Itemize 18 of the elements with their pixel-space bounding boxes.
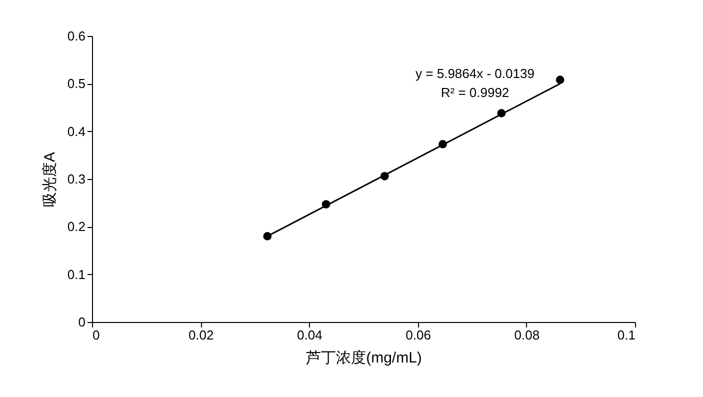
x-tick-label: 0.06 (406, 328, 431, 342)
y-tick-label: 0.5 (67, 76, 86, 92)
y-tick-label: 0.2 (67, 219, 86, 234)
y-tick-label: 0.6 (67, 28, 86, 44)
x-tick-label: 0.1 (617, 328, 636, 342)
y-tick-label: 0 (78, 314, 86, 330)
y-tick-label: 0.4 (67, 124, 86, 139)
annotation: y = 5.9864x - 0.0139 (416, 66, 534, 81)
x-tick-label: 0 (92, 328, 100, 342)
y-tick-label: 0.3 (67, 172, 86, 186)
x-tick-label: 0.08 (514, 328, 540, 342)
x-axis-title: 芦丁浓度(mg/mL) (306, 350, 422, 366)
annotation: R² = 0.9992 (440, 85, 510, 100)
point (556, 76, 564, 84)
x-tick-label: 0.04 (297, 328, 322, 342)
y-axis-title: 吸光度A (41, 152, 58, 208)
x-tick-label: 0.02 (188, 328, 214, 342)
y-tick-label: 0.1 (67, 266, 86, 282)
